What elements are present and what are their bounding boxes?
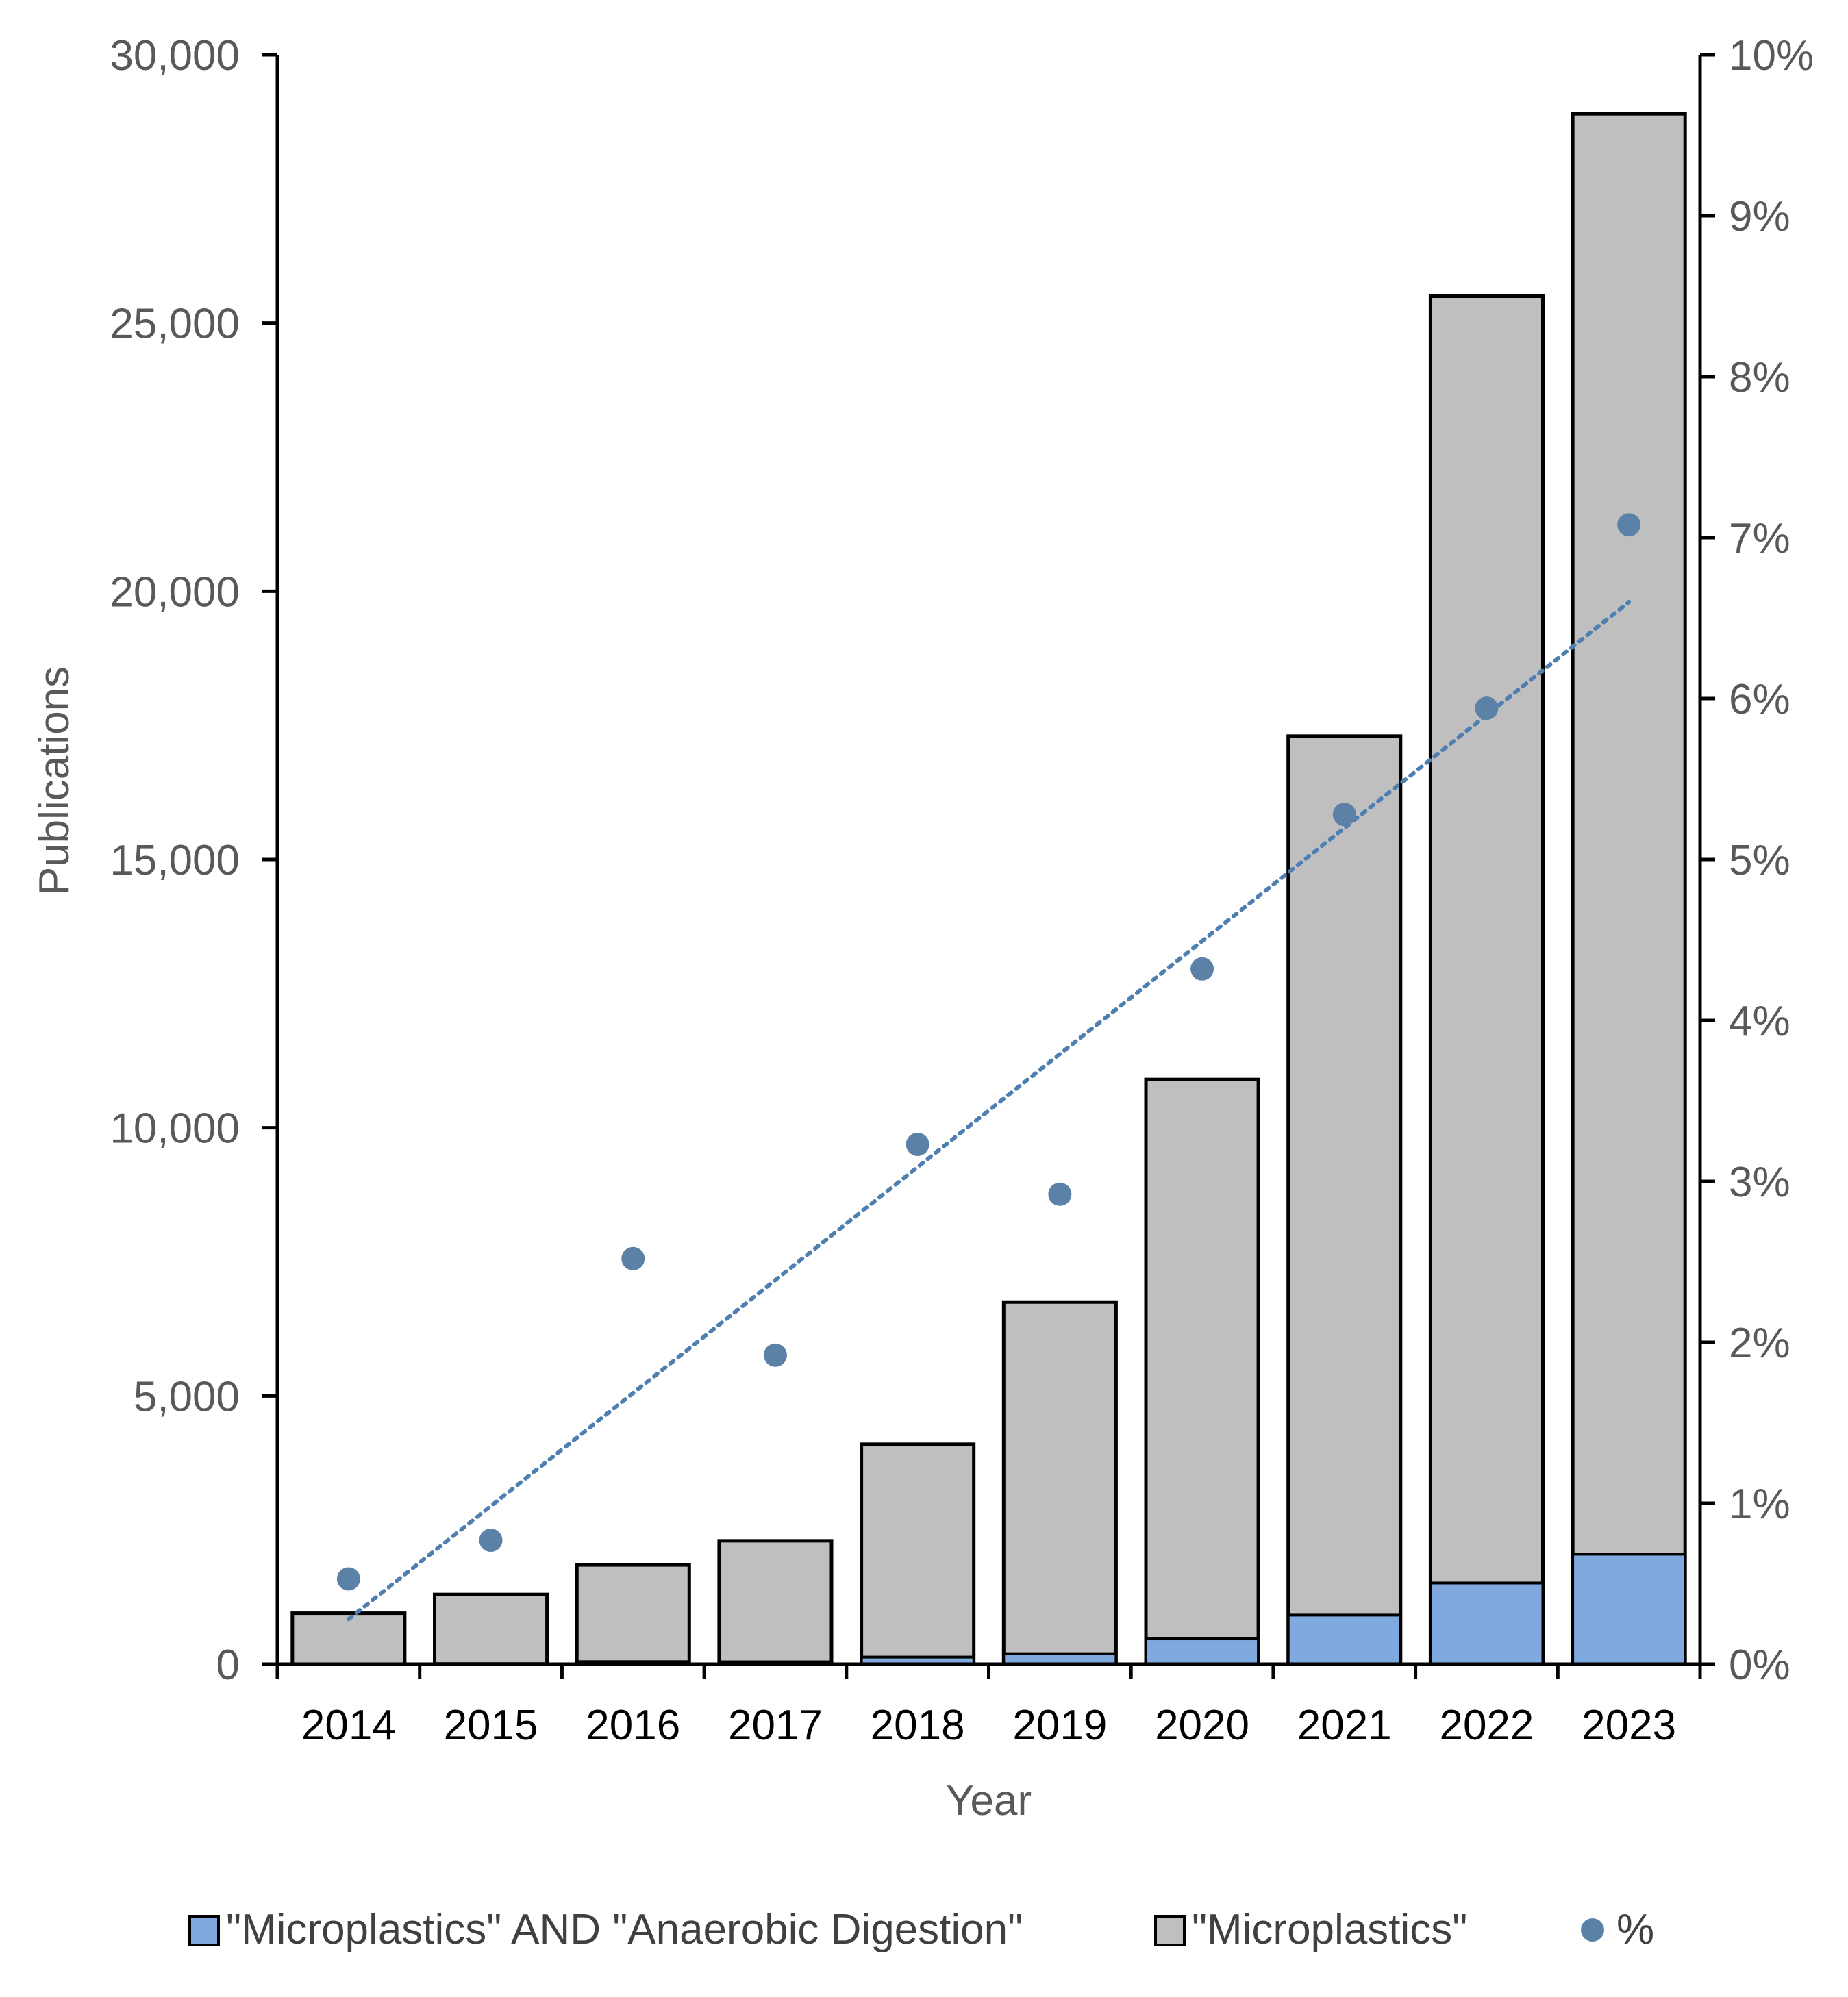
bars-layer bbox=[292, 114, 1685, 1664]
legend-label-microplastics-ad: "Microplastics" AND "Anaerobic Digestion… bbox=[226, 1906, 1023, 1953]
point-percent-2019 bbox=[1048, 1183, 1071, 1206]
y2-tick-label: 10% bbox=[1729, 32, 1814, 79]
legend-swatch-microplastics bbox=[1156, 1916, 1184, 1945]
x-tick-label-2023: 2023 bbox=[1582, 1702, 1676, 1749]
bar-microplastics-2017 bbox=[719, 1541, 832, 1664]
point-percent-2016 bbox=[621, 1247, 645, 1270]
bar-microplastics-ad-2021 bbox=[1288, 1615, 1401, 1664]
y-tick-label: 0 bbox=[216, 1642, 240, 1689]
x-tick-label-2021: 2021 bbox=[1297, 1702, 1392, 1749]
x-tick-label-2018: 2018 bbox=[871, 1702, 965, 1749]
legend-swatch-microplastics-ad bbox=[190, 1916, 218, 1945]
bar-microplastics-2015 bbox=[435, 1594, 547, 1664]
bar-microplastics-2020 bbox=[1146, 1079, 1258, 1664]
point-percent-2014 bbox=[337, 1567, 360, 1590]
legend-marker-percent bbox=[1581, 1918, 1604, 1942]
y2-tick-label: 7% bbox=[1729, 515, 1790, 562]
y-tick-label: 5,000 bbox=[134, 1373, 240, 1420]
y2-tick-label: 5% bbox=[1729, 837, 1790, 884]
bar-microplastics-ad-2022 bbox=[1430, 1583, 1543, 1664]
x-tick-label-2016: 2016 bbox=[586, 1702, 680, 1749]
point-percent-2021 bbox=[1333, 803, 1356, 826]
bar-microplastics-2021 bbox=[1288, 736, 1401, 1664]
y2-tick-label: 0% bbox=[1729, 1642, 1790, 1689]
y-tick-label: 20,000 bbox=[110, 568, 240, 616]
point-percent-2020 bbox=[1190, 957, 1214, 981]
x-tick-label-2015: 2015 bbox=[444, 1702, 538, 1749]
y2-tick-label: 2% bbox=[1729, 1320, 1790, 1367]
x-axis-title: Year bbox=[946, 1777, 1032, 1824]
bar-microplastics-2023 bbox=[1573, 114, 1685, 1664]
legend: "Microplastics" AND "Anaerobic Digestion… bbox=[190, 1906, 1654, 1953]
y-tick-label: 10,000 bbox=[110, 1105, 240, 1153]
x-tick-label-2019: 2019 bbox=[1012, 1702, 1107, 1749]
legend-label-microplastics: "Microplastics" bbox=[1192, 1906, 1467, 1953]
x-tick-label-2014: 2014 bbox=[301, 1702, 396, 1749]
point-percent-2023 bbox=[1617, 513, 1640, 536]
y2-tick-label: 6% bbox=[1729, 676, 1790, 723]
bar-microplastics-2018 bbox=[862, 1444, 974, 1664]
bar-microplastics-2022 bbox=[1430, 297, 1543, 1665]
bar-microplastics-2016 bbox=[577, 1565, 689, 1664]
y2-tick-label: 8% bbox=[1729, 354, 1790, 401]
x-tick-label-2017: 2017 bbox=[728, 1702, 823, 1749]
y2-tick-label: 4% bbox=[1729, 998, 1790, 1045]
bar-microplastics-2019 bbox=[1003, 1302, 1116, 1664]
point-percent-2017 bbox=[764, 1344, 787, 1367]
y-tick-label: 15,000 bbox=[110, 837, 240, 884]
bar-microplastics-ad-2023 bbox=[1573, 1554, 1685, 1664]
bar-microplastics-ad-2020 bbox=[1146, 1639, 1258, 1664]
x-tick-label-2022: 2022 bbox=[1439, 1702, 1534, 1749]
legend-label-percent: % bbox=[1616, 1906, 1654, 1953]
x-tick-label-2020: 2020 bbox=[1155, 1702, 1249, 1749]
y-axis-title: Publications bbox=[31, 666, 78, 895]
point-percent-2022 bbox=[1475, 696, 1498, 720]
y2-tick-label: 9% bbox=[1729, 193, 1790, 240]
y-tick-label: 30,000 bbox=[110, 32, 240, 79]
y2-tick-label: 3% bbox=[1729, 1159, 1790, 1206]
y-tick-label: 25,000 bbox=[110, 301, 240, 348]
y2-tick-label: 1% bbox=[1729, 1481, 1790, 1528]
point-percent-2018 bbox=[906, 1133, 929, 1156]
point-percent-2015 bbox=[479, 1529, 503, 1552]
